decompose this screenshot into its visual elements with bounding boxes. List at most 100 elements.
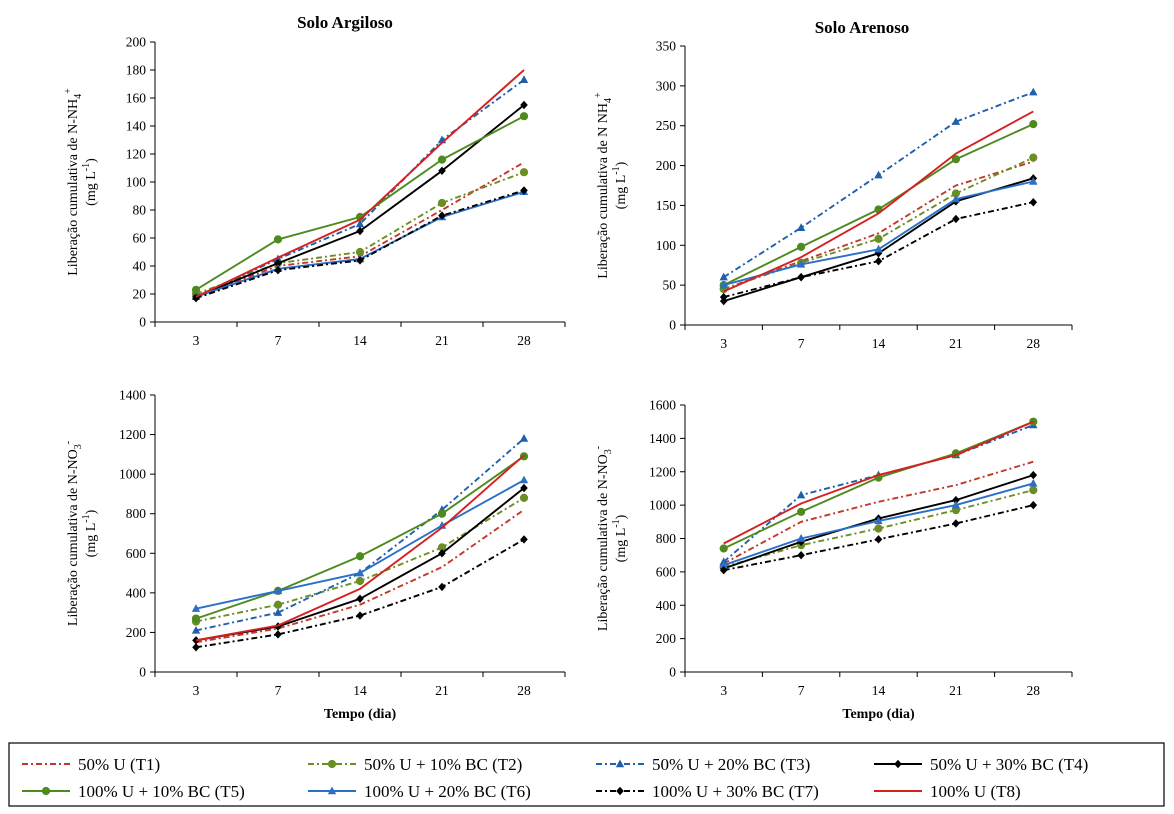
data-point bbox=[719, 280, 728, 289]
y-tick-label: 600 bbox=[126, 546, 147, 561]
data-point bbox=[952, 495, 960, 505]
data-point bbox=[874, 234, 883, 244]
series-100-u-t8- bbox=[723, 420, 1034, 545]
x-tick-label: 3 bbox=[720, 683, 727, 698]
series-line bbox=[195, 454, 525, 642]
data-point bbox=[274, 630, 282, 639]
series-line bbox=[723, 460, 1034, 565]
data-point bbox=[719, 560, 728, 569]
data-point bbox=[796, 490, 806, 499]
x-tick-label: 28 bbox=[1027, 683, 1041, 698]
data-point bbox=[192, 636, 200, 645]
x-tick-label: 14 bbox=[353, 333, 367, 348]
y-tick-label: 200 bbox=[126, 625, 147, 640]
data-point bbox=[274, 266, 282, 275]
x-tick-label: 3 bbox=[193, 333, 200, 348]
y-tick-label: 1400 bbox=[119, 388, 146, 403]
data-point bbox=[1029, 500, 1038, 510]
y-tick-label: 800 bbox=[126, 506, 147, 521]
chart-arenoso_no3: 0 200 400 600 800 1000 1200 1400 1600 3 7 14 21 28 Tem… bbox=[593, 398, 1073, 722]
y-tick-label: 100 bbox=[126, 175, 147, 190]
data-point bbox=[273, 235, 283, 244]
series-line bbox=[723, 420, 1034, 545]
x-tick-label: 21 bbox=[435, 333, 449, 348]
y-tick-label: 40 bbox=[133, 259, 147, 274]
series-100-u-20-bc-t6- bbox=[719, 177, 1038, 289]
data-point bbox=[874, 170, 883, 179]
data-point bbox=[797, 507, 806, 516]
legend-item: 50% U (T1) bbox=[22, 755, 160, 774]
data-point bbox=[1029, 153, 1038, 162]
data-point bbox=[192, 643, 200, 652]
y-axis-label: Liberação cumulativa de N-NO3- bbox=[63, 441, 84, 626]
x-tick-label: 7 bbox=[798, 336, 805, 351]
legend-label: 100% U + 30% BC (T7) bbox=[652, 782, 819, 801]
legend-swatch-marker bbox=[616, 786, 624, 796]
data-point bbox=[874, 249, 883, 258]
y-tick-label: 0 bbox=[669, 665, 676, 680]
legend-label: 50% U + 20% BC (T3) bbox=[652, 755, 810, 774]
data-point bbox=[519, 475, 529, 484]
series-100-u-t8- bbox=[723, 110, 1034, 293]
x-tick-label: 7 bbox=[275, 683, 282, 698]
data-point bbox=[1029, 198, 1038, 207]
y-axis-unit: (mg L-1) bbox=[81, 509, 99, 557]
data-point bbox=[797, 550, 805, 560]
data-point bbox=[273, 608, 283, 616]
legend-label: 100% U + 10% BC (T5) bbox=[78, 782, 245, 801]
series-100-u-30-bc-t7- bbox=[192, 186, 528, 303]
data-point bbox=[519, 112, 529, 121]
x-tick-label: 21 bbox=[949, 336, 963, 351]
data-point bbox=[355, 568, 365, 577]
data-point bbox=[951, 500, 961, 509]
data-point bbox=[1029, 486, 1038, 495]
data-point bbox=[874, 516, 883, 525]
data-point bbox=[797, 272, 805, 282]
y-tick-label: 140 bbox=[126, 119, 147, 134]
series-100-u-30-bc-t7- bbox=[192, 535, 528, 652]
y-tick-label: 50 bbox=[663, 278, 677, 293]
y-tick-label: 1000 bbox=[649, 498, 676, 513]
y-tick-label: 20 bbox=[133, 287, 147, 302]
data-point bbox=[356, 226, 364, 236]
legend-label: 50% U + 30% BC (T4) bbox=[930, 755, 1088, 774]
y-axis-unit: (mg L-1) bbox=[611, 161, 629, 209]
y-tick-label: 1600 bbox=[649, 398, 676, 413]
y-tick-label: 160 bbox=[126, 91, 147, 106]
x-tick-label: 3 bbox=[720, 336, 727, 351]
series-50-u-t1- bbox=[195, 509, 525, 644]
data-point bbox=[1029, 470, 1038, 480]
data-point bbox=[520, 535, 528, 544]
data-point bbox=[874, 535, 883, 544]
data-point bbox=[1029, 87, 1038, 96]
legend-swatch-marker bbox=[894, 759, 902, 769]
data-point bbox=[519, 434, 529, 442]
series-100-u-20-bc-t6- bbox=[191, 187, 529, 300]
legend-label: 50% U + 10% BC (T2) bbox=[364, 755, 522, 774]
series-100-u-20-bc-t6- bbox=[719, 478, 1038, 569]
y-axis-unit: (mg L-1) bbox=[81, 158, 99, 206]
series-100-u-10-bc-t5- bbox=[719, 417, 1038, 553]
y-tick-label: 1400 bbox=[649, 431, 676, 446]
data-point bbox=[191, 614, 201, 623]
legend-swatch-marker bbox=[327, 759, 337, 769]
series-100-u-t8- bbox=[195, 69, 525, 298]
series-line bbox=[723, 156, 1034, 290]
data-point bbox=[273, 600, 283, 609]
data-point bbox=[951, 155, 961, 164]
series-line bbox=[723, 160, 1034, 290]
series-line bbox=[723, 110, 1034, 293]
x-tick-label: 28 bbox=[517, 333, 531, 348]
legend: 50% U (T1) 50% U + 10% BC (T2) 50% U + 20%… bbox=[8, 742, 1165, 807]
series-50-u-20-bc-t3- bbox=[191, 75, 529, 300]
data-point bbox=[1029, 120, 1038, 129]
y-tick-label: 250 bbox=[656, 118, 677, 133]
series-100-u-10-bc-t5- bbox=[191, 112, 529, 294]
series-50-u-t1- bbox=[723, 460, 1034, 565]
y-tick-label: 180 bbox=[126, 63, 147, 78]
data-point bbox=[355, 552, 365, 561]
x-tick-label: 14 bbox=[872, 683, 886, 698]
data-point bbox=[274, 259, 282, 268]
y-tick-label: 200 bbox=[656, 631, 677, 646]
y-tick-label: 400 bbox=[656, 598, 677, 613]
